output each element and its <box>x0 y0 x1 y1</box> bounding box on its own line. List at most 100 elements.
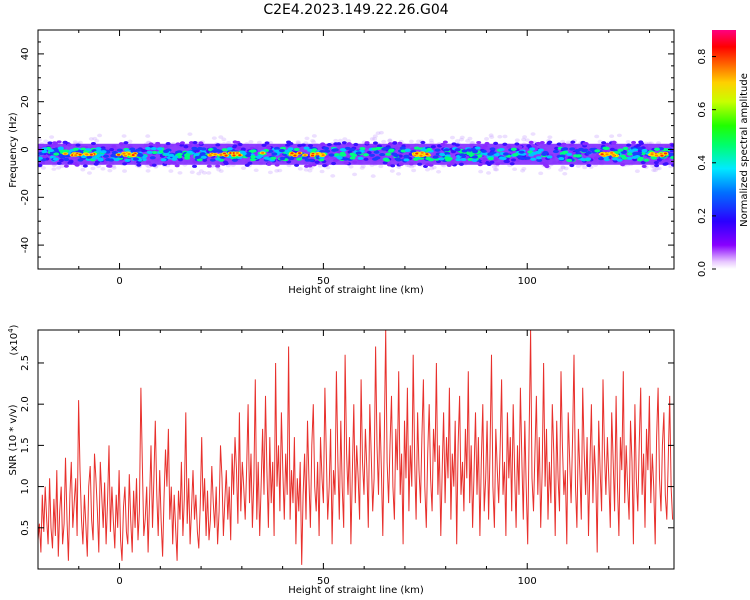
spectrogram-speck <box>625 139 631 144</box>
spectrogram-speck <box>351 153 358 157</box>
spectrogram-speck <box>58 158 64 162</box>
spectrogram-speck <box>72 147 79 151</box>
spectrogram-speck <box>176 152 183 156</box>
spectrogram-speck <box>241 166 247 170</box>
spectrogram-speck <box>651 168 657 173</box>
y-tick-label: 20 <box>20 95 31 108</box>
spectrogram-speck <box>191 146 198 150</box>
spectrogram-speck <box>552 149 559 154</box>
spectrogram-panel: 0 50 100 -40 -20 0 20 40 Height of straight lin… <box>8 29 675 296</box>
spectrogram-speck <box>474 146 481 150</box>
spectrogram-speck <box>432 155 439 159</box>
spectrogram-hotspot <box>315 152 319 155</box>
spectrogram-speck <box>360 164 366 169</box>
spectrogram-speck <box>198 141 204 145</box>
spectrogram-speck <box>387 138 393 143</box>
spectrogram-speck <box>359 147 366 151</box>
spectrogram-speck <box>405 144 411 148</box>
spectrogram-speck <box>218 169 224 173</box>
spectrogram-speck <box>480 149 487 153</box>
spectrogram-speck <box>539 141 545 145</box>
spectrogram-speck <box>250 155 257 159</box>
colorbar-label: Normalized spectral amplitude <box>739 73 750 227</box>
spectrogram-speck <box>163 149 170 153</box>
figure-title: C2E4.2023.149.22.26.G04 <box>263 2 448 18</box>
spectrogram-speck <box>395 158 402 162</box>
spectrogram-speck <box>308 158 315 162</box>
spectrogram-speck <box>206 171 212 175</box>
spectrogram-speck <box>493 153 500 157</box>
spectrogram-speck <box>611 141 617 145</box>
spectrogram-speck <box>372 137 378 141</box>
spectrogram-speck <box>454 148 461 152</box>
spectrogram-speck <box>172 155 179 159</box>
spectrogram-hotspot <box>419 154 423 157</box>
spectrogram-speck <box>363 157 369 161</box>
spectrogram-speck <box>200 155 207 159</box>
spectrogram-speck <box>146 150 153 154</box>
spectrogram-hotspot <box>219 153 223 156</box>
spectrogram-speck <box>558 156 565 161</box>
spectrogram-speck <box>547 135 553 139</box>
spectrogram-speck <box>428 138 434 143</box>
spectrogram-speck <box>428 163 434 167</box>
spectrogram-speck <box>51 167 57 171</box>
spectrogram-speck <box>373 150 380 154</box>
spectrogram-speck <box>160 158 167 162</box>
spectrogram-speck <box>565 140 571 145</box>
spectrogram-speck <box>638 140 644 144</box>
spectrogram-speck <box>498 156 505 160</box>
spectrogram-speck <box>93 162 99 166</box>
spectrogram-speck <box>107 168 113 173</box>
spectrogram-ticks: 0 50 100 -40 -20 0 20 40 <box>20 29 674 287</box>
spectrogram-speck <box>379 152 386 157</box>
spectrogram-speck <box>311 140 317 144</box>
spectrogram-speck <box>539 161 545 165</box>
spectrogram-speck <box>40 166 46 170</box>
spectrogram-speck <box>201 171 207 175</box>
spectrogram-speck <box>632 158 638 162</box>
spectrogram-speck <box>670 143 674 147</box>
spectrogram-speck <box>455 158 462 162</box>
snr-ylabel: SNR (10 * v/v) <box>8 404 19 475</box>
spectrogram-speck <box>53 152 60 156</box>
spectrogram-speck <box>520 168 526 173</box>
spectrogram-speck <box>375 131 381 136</box>
spectrogram-speck <box>434 148 441 152</box>
spectrogram-speck <box>514 138 520 142</box>
spectrogram-speck <box>620 163 626 167</box>
spectrogram-speck <box>656 166 662 171</box>
spectrogram-hotspot <box>74 154 78 157</box>
spectrogram-speck <box>637 156 644 160</box>
spectrogram-speck <box>121 134 127 138</box>
spectrogram-speck <box>506 145 512 149</box>
spectrogram-speck <box>136 152 143 157</box>
x-tick-label: 50 <box>317 576 330 587</box>
spectrogram-speck <box>168 153 175 157</box>
spectrogram-speck <box>188 141 194 145</box>
colorbar-tick-label: 0.6 <box>697 102 708 118</box>
spectrogram-speck <box>403 155 410 159</box>
spectrogram-speck <box>216 167 222 172</box>
spectrogram-speck <box>352 160 358 164</box>
spectrogram-speck <box>194 155 201 160</box>
spectrogram-speck <box>221 137 227 142</box>
spectrogram-speck <box>307 164 313 168</box>
spectrogram-speck <box>187 132 193 136</box>
spectrogram-speck <box>92 136 98 141</box>
spectrogram-speck <box>617 148 624 152</box>
spectrogram-speck <box>177 171 183 175</box>
spectrogram-speck <box>97 157 104 161</box>
spectrogram-speck <box>303 146 310 150</box>
spectrogram-speck <box>189 170 195 174</box>
spectrogram-speck <box>466 148 473 152</box>
spectrogram-hotspot <box>650 153 654 156</box>
spectrogram-speck <box>145 169 151 173</box>
spectrogram-speck <box>604 142 610 146</box>
spectrogram-speck <box>122 162 128 166</box>
spectrogram-speck <box>311 134 317 138</box>
spectrogram-speck <box>49 135 55 139</box>
spectrogram-band <box>38 130 674 178</box>
y-tick-label: 2.0 <box>20 396 31 412</box>
spectrogram-speck <box>522 135 528 139</box>
